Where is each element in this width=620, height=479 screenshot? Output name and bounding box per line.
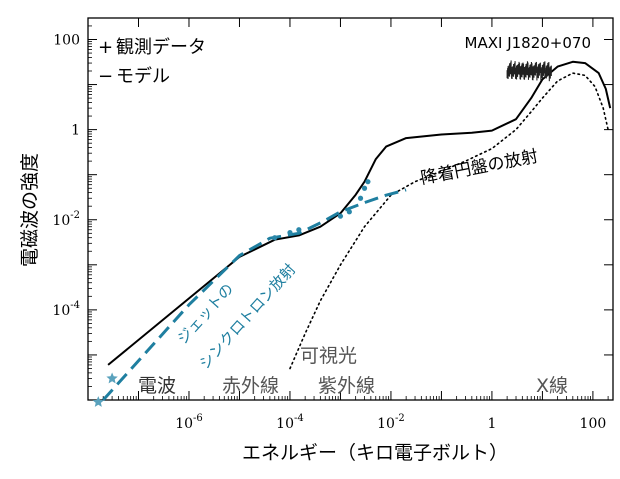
ir-optical-observation-point xyxy=(365,179,371,185)
series-jet-synchrotron xyxy=(102,188,407,402)
legend-item-model-symbol: − xyxy=(98,66,113,87)
y-tick-label: 100 xyxy=(53,33,80,49)
axis-tick-labels: 10-6 10-4 10-2 1 100 10-4 10-2 1 100 xyxy=(52,33,606,432)
x-tick-label: 1 xyxy=(487,416,496,432)
series-layer xyxy=(102,60,612,402)
annotation-radio: 電波 xyxy=(138,375,176,397)
annotation-layer: 電波 赤外線 紫外線 可視光 X線 降着円盤の放射 ジェットの シンクロトロン放… xyxy=(138,147,568,397)
x-tick-label: 10-6 xyxy=(175,413,203,432)
axis-ticks xyxy=(87,17,613,401)
plot-area xyxy=(92,60,612,407)
x-tick-label: 10-4 xyxy=(276,413,304,432)
ir-optical-observation-point xyxy=(346,209,352,215)
annotation-visible: 可視光 xyxy=(300,345,357,367)
annotation-infrared: 赤外線 xyxy=(222,375,279,397)
ir-optical-observation-point xyxy=(337,213,344,219)
chart-title: MAXI J1820+070 xyxy=(465,34,591,52)
legend-item-observed-symbol: + xyxy=(98,37,113,58)
ir-optical-observation-point xyxy=(296,227,302,233)
annotation-xray: X線 xyxy=(536,375,568,397)
plot-frame xyxy=(87,17,614,401)
legend: + 観測データ − モデル xyxy=(98,37,206,87)
legend-item-observed-label: 観測データ xyxy=(116,37,206,58)
y-tick-label: 1 xyxy=(71,123,80,139)
series-model-total xyxy=(107,60,612,366)
x-tick-label: 100 xyxy=(580,416,607,432)
annotation-ultraviolet: 紫外線 xyxy=(318,375,375,397)
x-tick-label: 10-2 xyxy=(377,413,405,432)
legend-item-model-label: モデル xyxy=(116,66,170,87)
y-tick-label: 10-4 xyxy=(52,300,80,319)
radio-observation-point xyxy=(106,372,118,384)
ir-optical-observation-point xyxy=(272,235,278,241)
y-axis-label: 電磁波の強度 xyxy=(19,153,41,267)
annotation-accretion-disk: 降着円盤の放射 xyxy=(419,147,540,189)
ir-optical-observation-point xyxy=(361,185,368,191)
ir-optical-observation-point xyxy=(357,195,364,201)
y-tick-label: 10-2 xyxy=(52,210,80,229)
observation-layer xyxy=(92,60,552,407)
x-axis-label: エネルギー（キロ電子ボルト） xyxy=(242,442,508,464)
radio-observation-point xyxy=(92,396,104,407)
series-accretion-disk xyxy=(289,72,609,370)
ir-optical-observation-point xyxy=(287,229,293,236)
